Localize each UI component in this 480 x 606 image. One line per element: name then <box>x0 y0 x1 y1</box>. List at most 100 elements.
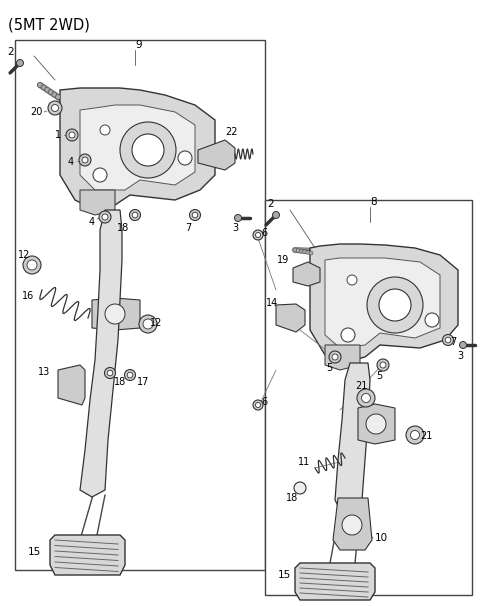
Circle shape <box>377 359 389 371</box>
Circle shape <box>52 92 57 97</box>
Circle shape <box>127 372 133 378</box>
Text: 5: 5 <box>326 363 332 373</box>
Circle shape <box>48 90 53 95</box>
Circle shape <box>306 250 310 255</box>
Text: 19: 19 <box>277 255 289 265</box>
Circle shape <box>366 414 386 434</box>
Circle shape <box>41 85 46 90</box>
Circle shape <box>93 168 107 182</box>
Circle shape <box>425 313 439 327</box>
Circle shape <box>16 59 24 67</box>
Circle shape <box>332 354 338 360</box>
Text: 22: 22 <box>225 127 238 137</box>
Circle shape <box>143 319 153 329</box>
Circle shape <box>294 482 306 494</box>
Polygon shape <box>358 404 395 444</box>
Polygon shape <box>80 190 115 215</box>
Polygon shape <box>335 363 370 512</box>
Circle shape <box>51 104 59 112</box>
Circle shape <box>235 215 241 222</box>
Circle shape <box>82 157 88 163</box>
Text: 2: 2 <box>7 47 13 57</box>
Polygon shape <box>293 262 320 286</box>
Polygon shape <box>276 304 305 332</box>
Circle shape <box>296 248 300 253</box>
Polygon shape <box>92 298 140 330</box>
Circle shape <box>130 210 141 221</box>
Circle shape <box>380 362 386 368</box>
Circle shape <box>132 134 164 166</box>
Circle shape <box>69 132 75 138</box>
Text: 12: 12 <box>150 318 162 328</box>
Text: 17: 17 <box>137 377 149 387</box>
Circle shape <box>192 212 198 218</box>
Text: 6: 6 <box>261 228 267 238</box>
Circle shape <box>105 367 116 379</box>
Circle shape <box>99 211 111 223</box>
Text: 5: 5 <box>376 371 382 381</box>
Circle shape <box>293 248 297 252</box>
Circle shape <box>66 129 78 141</box>
Circle shape <box>357 389 375 407</box>
Polygon shape <box>310 244 458 362</box>
Text: 10: 10 <box>375 533 388 543</box>
Text: 18: 18 <box>114 377 126 387</box>
Circle shape <box>273 211 279 219</box>
Circle shape <box>56 95 60 99</box>
Circle shape <box>347 275 357 285</box>
Text: 13: 13 <box>38 367 50 377</box>
Text: 2: 2 <box>267 199 274 209</box>
Bar <box>265 200 472 595</box>
Text: 3: 3 <box>457 351 463 361</box>
Polygon shape <box>80 210 122 497</box>
Text: 15: 15 <box>28 547 41 557</box>
Circle shape <box>79 154 91 166</box>
Circle shape <box>406 426 424 444</box>
Circle shape <box>27 260 37 270</box>
Text: 4: 4 <box>68 157 74 167</box>
Circle shape <box>253 230 263 240</box>
Text: 7: 7 <box>185 223 191 233</box>
Text: 12: 12 <box>18 250 30 260</box>
Text: 6: 6 <box>261 397 267 407</box>
Text: 21: 21 <box>355 381 367 391</box>
Polygon shape <box>333 498 372 550</box>
Text: 21: 21 <box>420 431 432 441</box>
Text: 7: 7 <box>450 337 456 347</box>
Circle shape <box>255 402 261 407</box>
Text: 18: 18 <box>286 493 298 503</box>
Text: 3: 3 <box>232 223 238 233</box>
Circle shape <box>139 315 157 333</box>
Circle shape <box>255 233 261 238</box>
Circle shape <box>100 125 110 135</box>
Text: 9: 9 <box>135 40 142 50</box>
Circle shape <box>190 210 201 221</box>
Circle shape <box>178 151 192 165</box>
Circle shape <box>445 337 451 343</box>
Circle shape <box>102 214 108 220</box>
Polygon shape <box>80 105 195 190</box>
Bar <box>15 40 265 570</box>
Circle shape <box>329 351 341 363</box>
Circle shape <box>23 256 41 274</box>
Circle shape <box>48 101 62 115</box>
Text: 8: 8 <box>370 197 377 207</box>
Polygon shape <box>295 563 375 600</box>
Circle shape <box>379 289 411 321</box>
Circle shape <box>342 515 362 535</box>
Text: 1: 1 <box>55 130 61 140</box>
Text: 14: 14 <box>266 298 278 308</box>
Text: (5MT 2WD): (5MT 2WD) <box>8 18 90 33</box>
Circle shape <box>120 122 176 178</box>
Circle shape <box>132 212 138 218</box>
Text: 18: 18 <box>117 223 129 233</box>
Text: 20: 20 <box>30 107 42 117</box>
Polygon shape <box>58 365 85 405</box>
Polygon shape <box>50 535 125 575</box>
Circle shape <box>300 249 303 253</box>
Text: 15: 15 <box>278 570 291 580</box>
Circle shape <box>367 277 423 333</box>
Polygon shape <box>325 258 440 348</box>
Circle shape <box>443 335 454 345</box>
Circle shape <box>302 250 307 254</box>
